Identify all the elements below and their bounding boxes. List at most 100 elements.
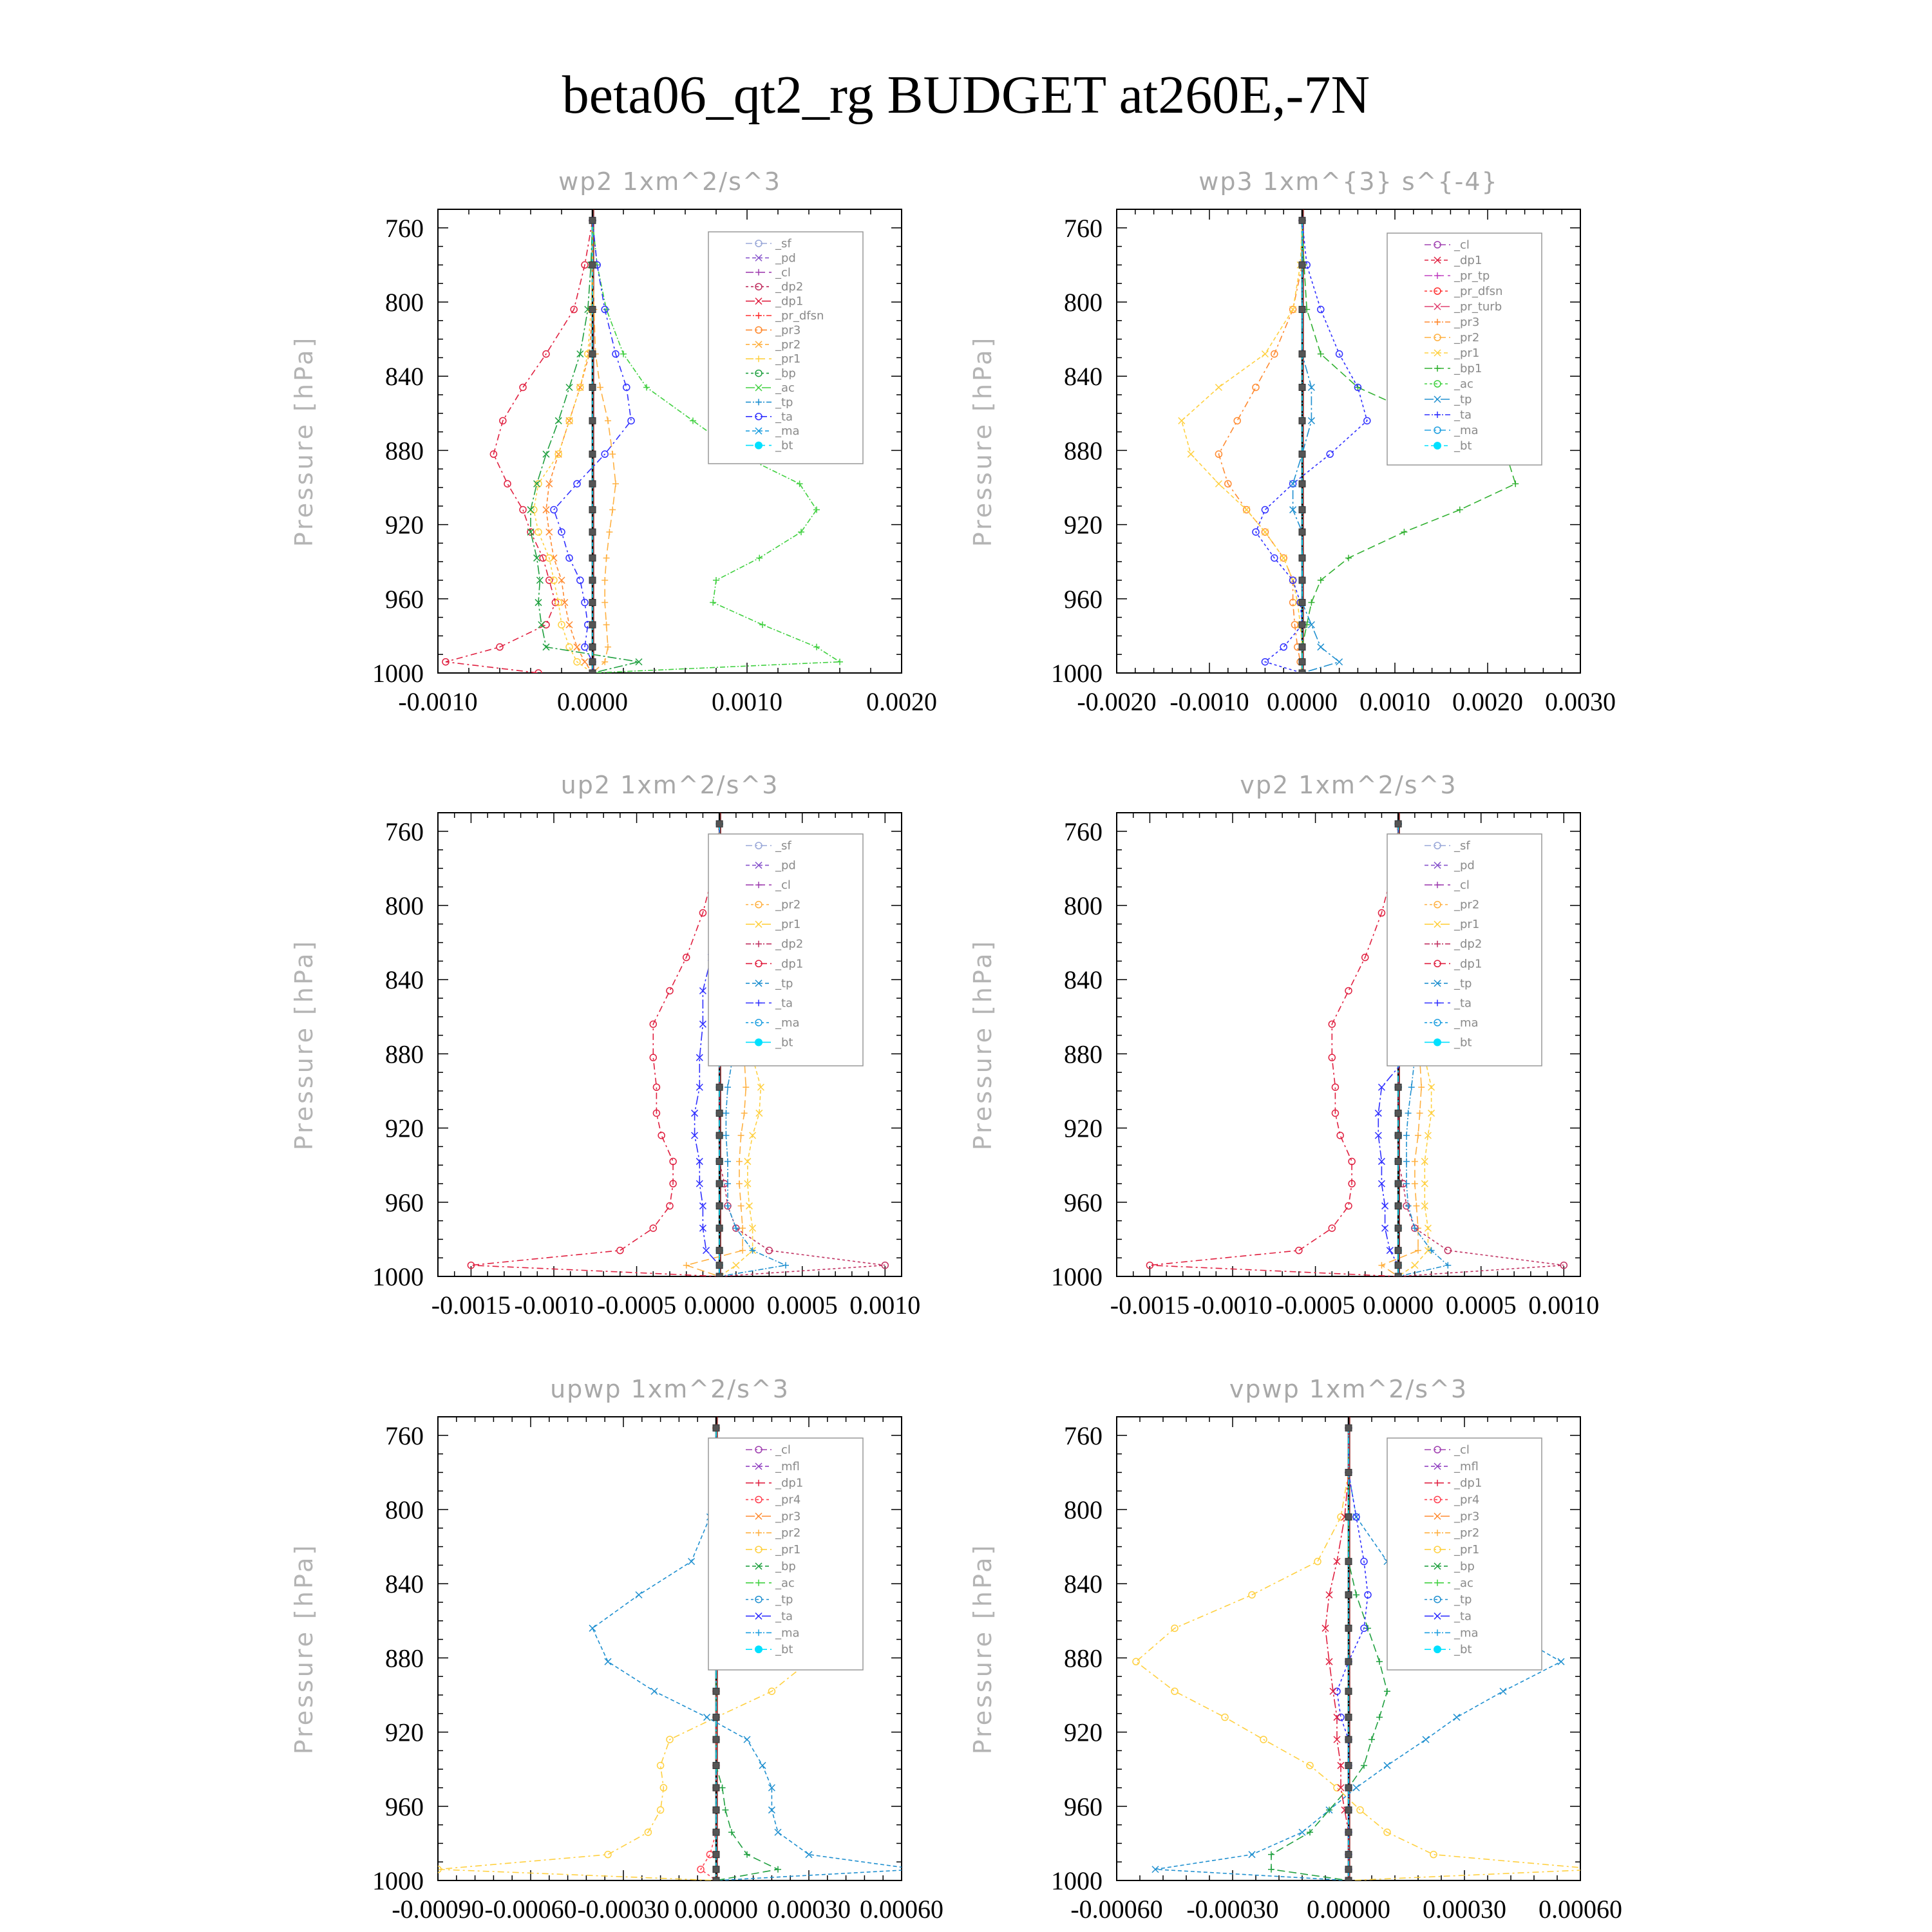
legend-marker xyxy=(755,1562,762,1570)
series-point_dp1 xyxy=(1333,1558,1341,1566)
series-point_pr2 xyxy=(612,480,619,488)
series-point_pr1 xyxy=(1428,1083,1435,1091)
series-point_ta xyxy=(1354,383,1362,392)
series-point_dp1 xyxy=(699,909,707,917)
legend-label: _sf xyxy=(775,839,791,853)
y-tick-label: 920 xyxy=(1064,511,1103,540)
series-point_ac xyxy=(796,480,803,488)
series-point_ta xyxy=(1381,1224,1389,1232)
series-point_ac xyxy=(759,621,766,629)
bt-marker xyxy=(589,383,596,391)
series-point_ta xyxy=(1261,506,1269,514)
legend-label: _dp2 xyxy=(775,938,803,951)
legend-label: _dp1 xyxy=(775,295,803,308)
bt-marker xyxy=(712,1806,720,1814)
series-point_dp2 xyxy=(881,1261,889,1269)
series-point_pr1 xyxy=(1421,1202,1428,1210)
series-point_ta xyxy=(601,450,609,458)
series-point_bp xyxy=(1376,1714,1383,1721)
series-point_pr3 xyxy=(1252,383,1260,392)
series-line_pr3 xyxy=(545,220,593,673)
series-point_tp xyxy=(1444,1262,1452,1269)
series-line_pr1 xyxy=(1180,220,1303,673)
series-point_pr2 xyxy=(1378,1262,1385,1269)
legend-label: _cl xyxy=(1454,238,1470,252)
series-point_pr1 xyxy=(1383,1828,1391,1836)
legend-label: _pr2 xyxy=(775,898,800,912)
series-point_bp1 xyxy=(1512,480,1519,488)
series-point_pr1 xyxy=(550,576,558,584)
legend-marker xyxy=(1434,1512,1441,1520)
series-point_tp xyxy=(1453,1714,1461,1721)
series-point_dp1 xyxy=(649,1054,658,1061)
y-axis-label: Pressure [hPa] xyxy=(969,336,997,547)
bt-marker xyxy=(1298,417,1306,424)
series-point_tp xyxy=(914,1866,920,1873)
bt-marker xyxy=(712,1736,720,1743)
series-point_bp xyxy=(536,576,544,584)
bt-marker xyxy=(712,1828,720,1836)
panel-title: up2 1xm^2/s^3 xyxy=(561,771,779,799)
bt-marker xyxy=(589,350,596,358)
y-tick-label: 800 xyxy=(1064,288,1103,317)
x-tick-label: -0.0010 xyxy=(398,687,477,716)
series-point_pr1 xyxy=(1428,1110,1435,1117)
series-point_dp1 xyxy=(542,350,550,358)
series-point_ac xyxy=(603,306,610,313)
legend-label: _dp2 xyxy=(775,280,803,294)
series-point_dp1 xyxy=(1321,1624,1329,1632)
bt-marker xyxy=(1298,216,1306,224)
bt-marker xyxy=(589,576,596,584)
legend-label: _pd xyxy=(1454,859,1475,873)
series-point_dp1 xyxy=(1337,1761,1345,1769)
series-point_tp xyxy=(635,1591,643,1599)
legend-label: _dp2 xyxy=(1454,938,1482,951)
bt-marker xyxy=(1345,1806,1352,1814)
series-point_pr3 xyxy=(581,658,589,666)
legend-marker xyxy=(755,254,762,261)
series-point_dp1 xyxy=(519,506,527,514)
bt-marker xyxy=(589,669,596,673)
bt-marker xyxy=(1298,599,1306,607)
legend-label: _pr3 xyxy=(775,323,800,337)
legend-marker xyxy=(755,999,762,1007)
series-point_dp1 xyxy=(504,480,511,488)
bt-marker xyxy=(1345,1624,1352,1632)
series-point_dp1 xyxy=(682,953,690,961)
series-point_dp1 xyxy=(581,261,589,269)
y-tick-label: 960 xyxy=(1064,585,1103,614)
series-point_dp1 xyxy=(542,621,550,629)
series-point_tp xyxy=(724,1084,731,1091)
bt-marker xyxy=(1298,554,1306,562)
legend-marker xyxy=(755,240,762,247)
series-point_ac xyxy=(798,529,804,536)
series-point_dp1 xyxy=(1333,1736,1341,1743)
series-point_pr1 xyxy=(573,658,581,666)
series-point_pr2 xyxy=(736,1158,743,1165)
series-point_bp xyxy=(554,417,562,424)
series-point_ta xyxy=(612,350,620,358)
y-tick-label: 1000 xyxy=(1051,659,1103,688)
series-point_pr2 xyxy=(603,554,610,562)
series-point_pr2 xyxy=(1411,1180,1418,1187)
bt-marker xyxy=(589,417,596,424)
bt-marker xyxy=(1394,1180,1402,1188)
panel-2: wp3 1xm^{3} s^{-4} Pressure [hPa] 760 800 84… xyxy=(969,167,1616,716)
legend-label: _ma xyxy=(775,1016,800,1030)
legend-label: _bt xyxy=(1454,1643,1472,1656)
bt-marker xyxy=(1298,576,1306,584)
legend-label: _pr3 xyxy=(1454,316,1479,329)
series-point_tp xyxy=(743,1736,751,1743)
legend-marker xyxy=(1434,1530,1441,1537)
series-point_tp xyxy=(1403,1132,1410,1139)
series-point_ta xyxy=(1364,1591,1372,1599)
series-point_tp xyxy=(1289,480,1297,488)
series-point_tp xyxy=(1557,1658,1565,1665)
bt-marker xyxy=(715,1247,723,1255)
bt-marker xyxy=(715,1132,723,1139)
series-point_ta xyxy=(1378,1157,1385,1165)
series-point_ta xyxy=(627,417,635,425)
series-point_pr1 xyxy=(535,480,542,488)
legend-box xyxy=(708,231,864,464)
